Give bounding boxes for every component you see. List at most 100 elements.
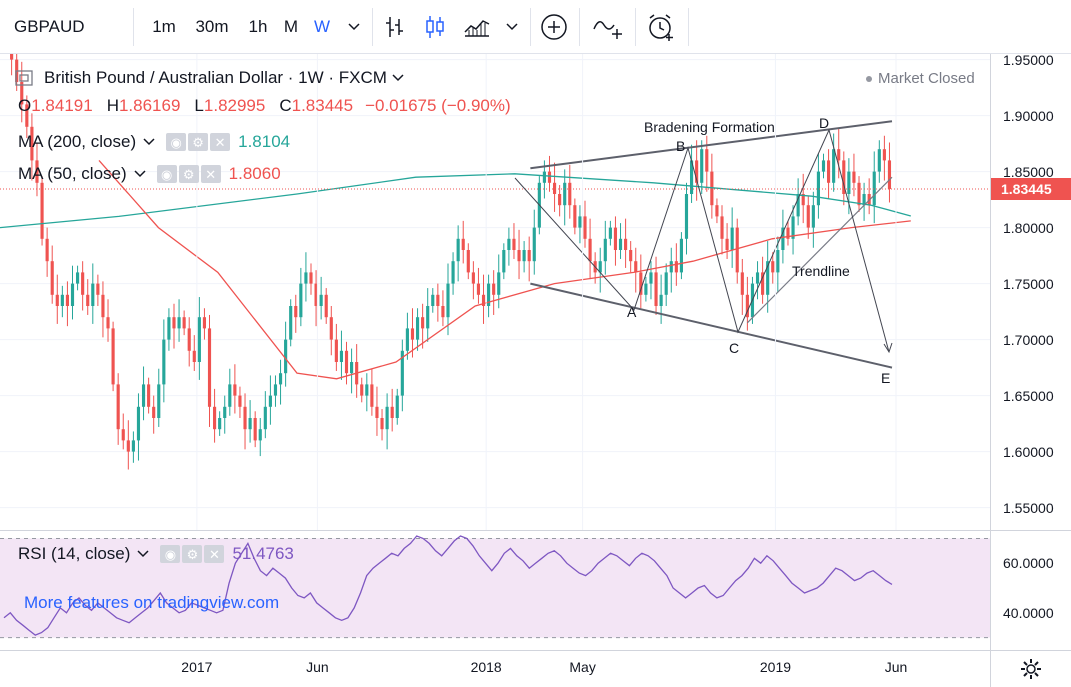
candle: [867, 178, 871, 215]
gear-icon[interactable]: ⚙: [178, 165, 199, 183]
alert-button[interactable]: [642, 0, 680, 54]
candle: [471, 261, 475, 300]
candle: [821, 153, 826, 179]
eye-icon[interactable]: ◉: [166, 133, 187, 151]
chevron-down-icon[interactable]: [136, 549, 150, 559]
candle: [487, 274, 491, 318]
chart-settings-icon[interactable]: [14, 68, 36, 88]
candle: [385, 393, 389, 450]
eye-icon[interactable]: ◉: [160, 545, 181, 563]
toolbar-divider: [133, 8, 134, 46]
candle: [35, 142, 39, 197]
chart-settings-button[interactable]: [990, 650, 1071, 687]
candle: [882, 135, 886, 181]
close-icon[interactable]: ✕: [200, 165, 221, 183]
chevron-down-icon[interactable]: [133, 169, 147, 179]
candle: [532, 209, 536, 275]
interval-1W-button[interactable]: W: [308, 0, 336, 54]
candle: [649, 261, 653, 300]
candle: [832, 133, 836, 192]
toolbar-divider: [579, 8, 580, 46]
candle: [197, 297, 201, 380]
rsi-label: RSI (14, close): [18, 544, 131, 563]
candle: [806, 196, 810, 239]
chart-style-dropdown-button[interactable]: [500, 0, 524, 54]
toolbar-divider: [530, 8, 531, 46]
eye-icon[interactable]: ◉: [156, 165, 177, 183]
candle: [522, 241, 526, 273]
candle: [218, 411, 222, 436]
gear-icon[interactable]: ⚙: [182, 545, 203, 563]
candle: [207, 314, 212, 427]
rsi-legend[interactable]: RSI (14, close) ◉ ⚙ ✕ 51.4763: [18, 544, 294, 564]
trendline-lower: [530, 282, 893, 369]
candle: [679, 232, 683, 280]
interval-1m-button[interactable]: 1m: [146, 0, 182, 54]
candle: [289, 299, 293, 347]
candle: [776, 236, 780, 293]
chevron-down-icon[interactable]: [391, 73, 405, 83]
low-label: L: [194, 96, 204, 115]
close-icon[interactable]: ✕: [210, 133, 231, 151]
gear-icon[interactable]: ⚙: [188, 133, 209, 151]
candle: [329, 306, 333, 356]
candle: [96, 274, 100, 306]
candle: [365, 373, 369, 412]
candle: [152, 395, 156, 434]
interval-1h-button[interactable]: 1h: [241, 0, 275, 54]
pane-divider[interactable]: [0, 530, 1071, 531]
close-icon[interactable]: ✕: [204, 545, 225, 563]
ma50-legend[interactable]: MA (50, close) ◉ ⚙ ✕ 1.8060: [18, 164, 281, 184]
indicators-button[interactable]: [588, 0, 628, 54]
time-tick-label: 2019: [759, 659, 792, 675]
price-axis[interactable]: 1.95000 1.90000 1.85000 1.80000 1.75000 1.700…: [990, 52, 1071, 530]
candle: [644, 276, 648, 302]
candle: [141, 366, 146, 421]
toolbar-divider: [635, 8, 636, 46]
chevron-down-icon: [348, 23, 360, 31]
candle: [786, 220, 790, 246]
interval-1M-button[interactable]: M: [278, 0, 304, 54]
candle: [319, 276, 323, 320]
candle: [248, 400, 252, 443]
market-status-text: Market Closed: [878, 70, 975, 87]
interval-30m-button[interactable]: 30m: [190, 0, 234, 54]
candle: [25, 95, 29, 138]
candle: [755, 261, 760, 300]
time-axis[interactable]: 2017 Jun 2018 May 2019 Jun: [0, 650, 990, 687]
watermark-link[interactable]: More features on tradingview.com: [24, 593, 280, 612]
candle: [405, 312, 409, 360]
candle: [527, 236, 531, 282]
ohlc-legend: O 1.84191 H 1.86169 L 1.82995 C 1.83445 −0.0…: [18, 96, 511, 116]
candle: [86, 279, 90, 315]
ma200-legend[interactable]: MA (200, close) ◉ ⚙ ✕ 1.8104: [18, 132, 290, 152]
rsi-axis[interactable]: 60.0000 40.0000: [990, 531, 1071, 650]
candle: [588, 218, 592, 280]
symbol-search-button[interactable]: GBPAUD: [14, 0, 124, 54]
price-tick-label: 1.80000: [1003, 219, 1054, 236]
candle: [304, 252, 308, 302]
candle: [258, 418, 262, 457]
candle: [116, 373, 120, 445]
high-value: 1.86169: [118, 96, 181, 115]
candle: [715, 198, 719, 224]
compare-add-icon: [541, 14, 567, 40]
candle: [481, 274, 486, 324]
candle: [618, 223, 623, 259]
candle: [147, 377, 151, 414]
chevron-down-icon[interactable]: [142, 137, 156, 147]
candle-style-button[interactable]: [420, 0, 450, 54]
candle: [720, 205, 724, 255]
chevron-down-icon: [506, 23, 518, 31]
compare-add-button[interactable]: [536, 0, 572, 54]
candle: [624, 218, 628, 268]
price-chart-pane[interactable]: [0, 54, 990, 530]
candle: [877, 140, 881, 183]
candle: [456, 225, 460, 282]
interval-dropdown-button[interactable]: [342, 0, 366, 54]
ma50-value: 1.8060: [228, 164, 281, 183]
candle: [172, 303, 176, 349]
bar-style-button[interactable]: [380, 0, 410, 54]
candle: [740, 258, 744, 315]
area-style-button[interactable]: [460, 0, 494, 54]
